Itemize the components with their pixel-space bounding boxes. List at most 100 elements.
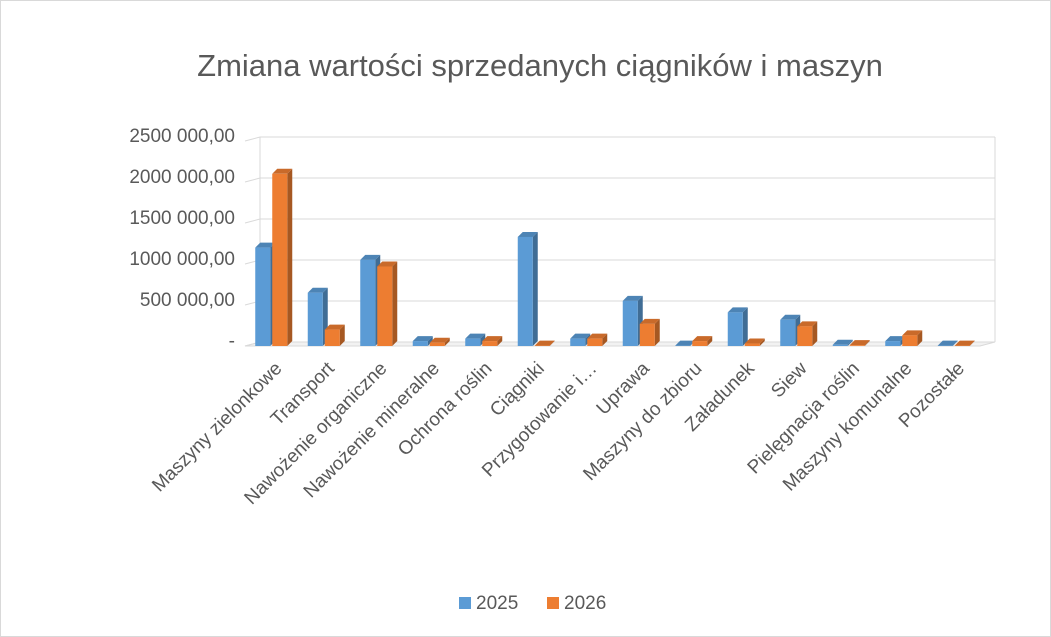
- bar-top: [937, 340, 958, 346]
- bar-side: [497, 336, 503, 346]
- bar-top: [272, 168, 293, 174]
- bar-top: [902, 330, 923, 336]
- bar: [412, 336, 433, 346]
- bar-side: [287, 168, 293, 346]
- grid-line-side: [244, 218, 261, 224]
- bar-front: [412, 341, 428, 346]
- bar: [902, 330, 923, 346]
- bar-top: [780, 314, 801, 320]
- bar-front: [429, 342, 445, 346]
- bar-top: [255, 242, 276, 248]
- bar-side: [707, 336, 713, 346]
- bar-top: [954, 340, 975, 346]
- y-tick-label: 2000 000,00: [129, 167, 235, 188]
- bar: [639, 318, 660, 346]
- bar: [727, 307, 748, 346]
- bar-side: [812, 321, 818, 346]
- bar-top: [307, 287, 328, 293]
- bar: [255, 242, 276, 346]
- grid-line-side: [244, 136, 261, 142]
- bar: [937, 340, 958, 346]
- bar-top: [744, 338, 765, 344]
- bar-side: [602, 333, 608, 346]
- y-tick-label: 1000 000,00: [129, 249, 235, 270]
- bar-side: [952, 340, 958, 346]
- bar-front: [727, 312, 743, 346]
- bar: [465, 333, 486, 346]
- bar-top: [465, 333, 486, 339]
- bar: [832, 339, 853, 346]
- chart-title: Zmiana wartości sprzedanych ciągników i …: [197, 48, 883, 83]
- bar-side: [864, 340, 870, 346]
- bar-front: [902, 335, 918, 346]
- bar: [324, 324, 345, 346]
- bar-side: [759, 338, 765, 346]
- bar-top: [622, 295, 643, 301]
- y-tick-label: 2500 000,00: [129, 126, 235, 147]
- bar-top: [482, 336, 503, 342]
- bar-front: [272, 173, 288, 346]
- bar-top: [639, 318, 660, 324]
- bar: [429, 337, 450, 346]
- legend-label: 2026: [564, 593, 606, 614]
- bar-front: [465, 338, 481, 346]
- bar-top: [324, 324, 345, 330]
- grid-line-side: [244, 177, 261, 183]
- bar: [377, 261, 398, 346]
- bar: [797, 321, 818, 346]
- bar-top: [797, 321, 818, 327]
- legend-label: 2025: [476, 593, 518, 614]
- bar-top: [849, 340, 870, 346]
- bar-front: [255, 247, 271, 346]
- bar-top: [587, 333, 608, 339]
- bar: [272, 168, 293, 346]
- bar-side: [339, 324, 345, 346]
- bar-top: [692, 336, 713, 342]
- bar-top: [534, 340, 555, 346]
- y-tick-label: -: [229, 331, 235, 352]
- bar-top: [412, 336, 433, 342]
- y-tick-label: 500 000,00: [140, 290, 235, 311]
- legend-swatch: [459, 597, 471, 609]
- bar: [622, 295, 643, 346]
- bar-front: [570, 338, 586, 346]
- bar-front: [587, 338, 603, 346]
- bar-top: [885, 336, 906, 342]
- bar-side: [847, 339, 853, 346]
- bar-front: [692, 341, 708, 346]
- bar: [534, 340, 555, 346]
- bar-side: [444, 337, 450, 346]
- bar-top: [429, 337, 450, 343]
- bar-side: [532, 231, 538, 346]
- bar-front: [377, 266, 393, 346]
- bar-side: [549, 340, 555, 346]
- bar-side: [480, 333, 486, 346]
- bar-front: [849, 345, 865, 346]
- bar-front: [307, 292, 323, 346]
- bar: [482, 336, 503, 346]
- bar-top: [832, 339, 853, 345]
- bar-top: [675, 340, 696, 346]
- bar-side: [427, 336, 433, 346]
- bar: [587, 333, 608, 346]
- bar-side: [392, 261, 398, 346]
- bar: [954, 340, 975, 346]
- bar-side: [917, 330, 923, 346]
- bar-top: [377, 261, 398, 267]
- bar-front: [360, 259, 376, 346]
- bar-front: [780, 319, 796, 346]
- bar-front: [797, 326, 813, 346]
- bar-side: [969, 340, 975, 346]
- bar-front: [744, 343, 760, 346]
- legend-swatch: [547, 597, 559, 609]
- bar-side: [742, 307, 748, 346]
- bar-top: [727, 307, 748, 313]
- bar-front: [482, 341, 498, 346]
- bar-front: [622, 300, 638, 346]
- bar-front: [885, 341, 901, 346]
- bar-front: [324, 329, 340, 346]
- bar-top: [360, 254, 381, 260]
- bar: [517, 231, 538, 346]
- bar-front: [517, 236, 533, 346]
- bar: [692, 336, 713, 346]
